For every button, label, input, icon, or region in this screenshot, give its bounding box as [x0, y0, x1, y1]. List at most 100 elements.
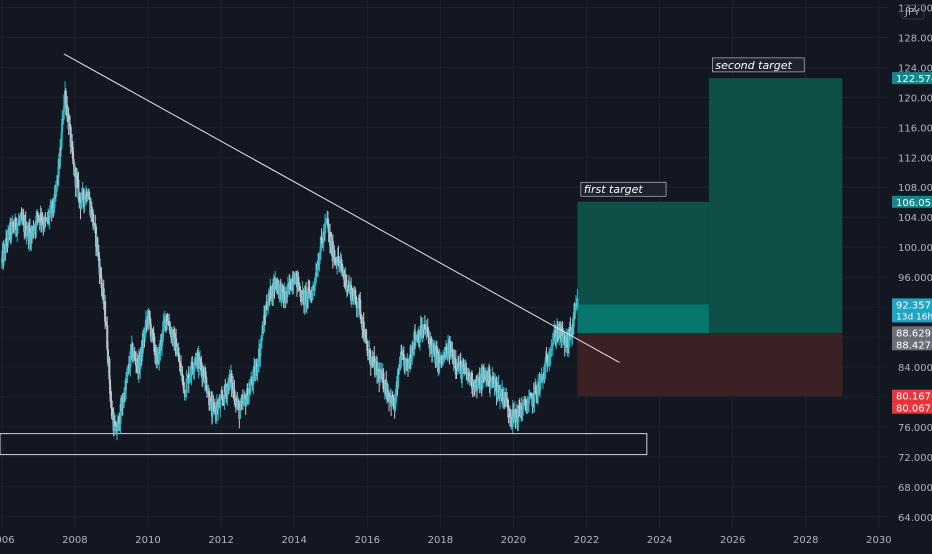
candle-body [36, 212, 39, 216]
candle-body [334, 258, 337, 262]
annotation-box [712, 57, 805, 73]
candle-body [190, 361, 193, 376]
candle-body [301, 291, 304, 303]
candle-body [345, 287, 348, 291]
candle-body [518, 407, 521, 413]
candle-body [161, 341, 164, 346]
candle-body [205, 377, 208, 391]
time-axis[interactable]: 2006 2008 2010 2012 2014 2016 2018 2020 2022 2024… [0, 535, 892, 546]
candle-body [206, 390, 209, 394]
candle-body [98, 260, 101, 275]
candle-body [544, 357, 547, 364]
candle-body [239, 401, 242, 411]
trendline[interactable] [63, 53, 620, 363]
candle-body [513, 416, 516, 420]
candle-body [226, 387, 229, 397]
candle-body [401, 353, 404, 358]
candle-body [258, 348, 261, 367]
candle-body [435, 350, 438, 364]
annotation-label: first target [584, 183, 643, 196]
candle-body [96, 237, 99, 252]
candle-body [544, 363, 547, 379]
candle-body [19, 217, 22, 221]
candle-body [506, 400, 509, 409]
candle-body [134, 356, 137, 361]
candle-body [149, 317, 152, 325]
candle-body [259, 345, 262, 357]
candle-body [431, 345, 434, 354]
candle-body [522, 402, 525, 410]
candle-body [335, 261, 338, 267]
candle-body [204, 371, 207, 378]
price-tag [892, 389, 932, 402]
candle-body [257, 366, 260, 368]
candle-body [97, 251, 100, 261]
candle-body [94, 226, 97, 247]
candle-body [67, 113, 70, 130]
candle-body [546, 357, 549, 364]
candle-body [162, 322, 165, 330]
candle-body [319, 251, 322, 260]
candle-body [551, 345, 554, 350]
candle-body [208, 391, 211, 406]
candle-body [105, 324, 108, 326]
candle-body [526, 404, 529, 413]
candle-body [130, 350, 133, 352]
candle-body [525, 405, 528, 409]
price-tag-value: 92.357 [896, 300, 931, 311]
candle-body [191, 361, 194, 368]
candle-body [247, 395, 250, 404]
candle-body [209, 398, 212, 409]
candle-body [300, 296, 303, 300]
candle-body [307, 287, 310, 291]
candle-body [17, 220, 20, 224]
candle-body [82, 190, 85, 200]
candle-body [200, 363, 203, 369]
candle-body [388, 399, 391, 402]
candle-body [398, 364, 401, 371]
y-tick-label: 68.000 [898, 483, 932, 494]
candle-body [534, 385, 537, 394]
candle-body [359, 314, 362, 316]
candle-body [489, 382, 492, 386]
candle-body [494, 381, 497, 384]
second-target-zone [708, 78, 843, 334]
candle-body [355, 301, 358, 309]
candle-body [217, 404, 220, 411]
candle-body [505, 398, 508, 407]
candle-body [185, 378, 188, 393]
candle-body [373, 356, 376, 363]
candle-body [113, 420, 116, 426]
candle-body [508, 411, 511, 418]
candle-body [321, 239, 324, 241]
candle-body [458, 368, 461, 370]
candle-body [333, 255, 336, 259]
candle-body [142, 335, 145, 347]
candle-body [132, 358, 135, 361]
candle-body [213, 403, 216, 406]
candle-body [478, 376, 481, 390]
price-tag-value: 122.574 [896, 74, 932, 85]
trendline-layer[interactable] [63, 53, 620, 363]
candle-body [228, 374, 231, 391]
candle-body [364, 332, 367, 339]
candle-body [297, 276, 300, 288]
candle-body [251, 378, 254, 383]
candle-body [184, 392, 187, 397]
candle-body [435, 350, 438, 352]
candle-body [177, 351, 180, 354]
candle-body [428, 337, 431, 340]
candle-body [319, 237, 322, 252]
candle-body [348, 287, 351, 291]
candle-body [312, 285, 315, 291]
candle-body [276, 280, 279, 290]
candle-body [152, 334, 155, 337]
candle-body [42, 222, 45, 226]
candle-body [262, 315, 265, 333]
candle-body [85, 191, 88, 200]
candle-body [310, 293, 313, 295]
candle-body [249, 385, 252, 393]
